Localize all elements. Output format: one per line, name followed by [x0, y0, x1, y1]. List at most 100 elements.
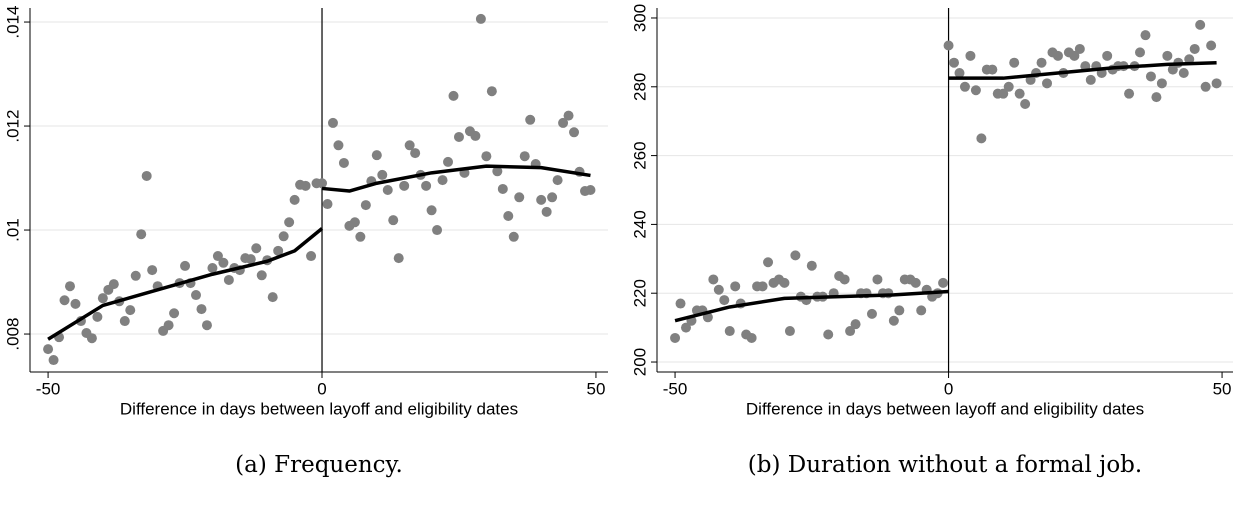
data-point [547, 192, 558, 203]
data-point [48, 355, 59, 366]
data-point [223, 274, 234, 285]
data-point [790, 250, 801, 261]
data-point [558, 117, 569, 128]
data-point [1020, 98, 1031, 109]
fit-line [948, 60, 1217, 80]
data-point [938, 277, 949, 288]
data-point [1151, 92, 1162, 103]
data-point [675, 298, 686, 309]
y-tick-label: 280 [630, 73, 649, 101]
data-point [1178, 68, 1189, 79]
data-point [163, 320, 174, 331]
data-point [180, 260, 191, 271]
data-point [327, 117, 338, 128]
data-point [563, 110, 574, 121]
data-point [59, 295, 70, 306]
data-point [508, 231, 519, 242]
data-point [278, 231, 289, 242]
y-tick-label: .01 [3, 218, 22, 242]
data-point [1003, 81, 1014, 92]
data-point [998, 88, 1009, 99]
fit-line [674, 289, 949, 323]
fit-line [47, 227, 324, 341]
y-tick-label: 220 [630, 279, 649, 307]
data-point [866, 308, 877, 319]
data-point [130, 270, 141, 281]
x-axis-label: Difference in days between layoff and el… [746, 399, 1144, 418]
data-point [1195, 19, 1206, 30]
data-point [1200, 81, 1211, 92]
data-point [894, 305, 905, 316]
data-point [970, 85, 981, 96]
data-point [987, 64, 998, 75]
data-point [1145, 71, 1156, 82]
data-point [1009, 57, 1020, 68]
data-point [916, 305, 927, 316]
data-point [284, 217, 295, 228]
data-point [410, 148, 421, 159]
data-point [497, 183, 508, 194]
data-point [399, 180, 410, 191]
data-point [245, 254, 256, 265]
data-point [125, 305, 136, 316]
data-point [355, 231, 366, 242]
data-point [585, 185, 596, 195]
data-point [552, 175, 563, 186]
data-point [1206, 40, 1217, 51]
data-point [850, 319, 861, 330]
data-point [708, 274, 719, 285]
data-point [724, 326, 735, 337]
data-point [1042, 78, 1053, 89]
data-point [757, 281, 768, 292]
data-point [1135, 47, 1146, 58]
data-point [1184, 54, 1195, 65]
data-point [1036, 57, 1047, 68]
data-point [306, 251, 317, 262]
data-point [680, 322, 691, 333]
data-point [888, 315, 899, 326]
data-point [393, 253, 404, 264]
data-point [448, 90, 459, 101]
data-point [212, 251, 223, 262]
data-point [97, 293, 108, 304]
y-tick-label: .008 [3, 317, 22, 350]
data-point [670, 332, 681, 343]
data-point [141, 170, 152, 181]
data-point [823, 329, 834, 340]
data-point [943, 40, 954, 51]
y-tick-label: .014 [3, 5, 22, 38]
data-point [108, 279, 119, 290]
data-point [503, 211, 514, 221]
data-point [92, 311, 103, 322]
data-point [1167, 64, 1178, 75]
data-point [119, 316, 130, 327]
data-point [1014, 88, 1025, 99]
data-point [360, 200, 371, 211]
data-point [1124, 88, 1135, 99]
data-point [443, 156, 454, 167]
data-point [43, 344, 54, 355]
y-tick-label: 240 [630, 210, 649, 238]
data-point [1074, 43, 1085, 54]
x-tick-label: -50 [663, 379, 688, 398]
data-point [333, 140, 344, 151]
data-point [317, 178, 328, 189]
data-point [273, 245, 284, 256]
data-point [713, 284, 724, 295]
data-point [910, 277, 921, 288]
data-point [519, 151, 530, 162]
data-point [470, 130, 481, 141]
data-point [514, 192, 525, 203]
y-tick-label: 260 [630, 141, 649, 169]
data-point [959, 81, 970, 92]
data-point [763, 257, 774, 268]
data-point [872, 274, 883, 285]
data-point [784, 326, 795, 337]
x-axis-label: Difference in days between layoff and el… [120, 399, 518, 418]
data-point [377, 169, 388, 180]
data-point [437, 175, 448, 186]
y-tick-label: 300 [630, 4, 649, 32]
x-tick-label: 0 [944, 379, 953, 398]
data-point [536, 194, 547, 205]
